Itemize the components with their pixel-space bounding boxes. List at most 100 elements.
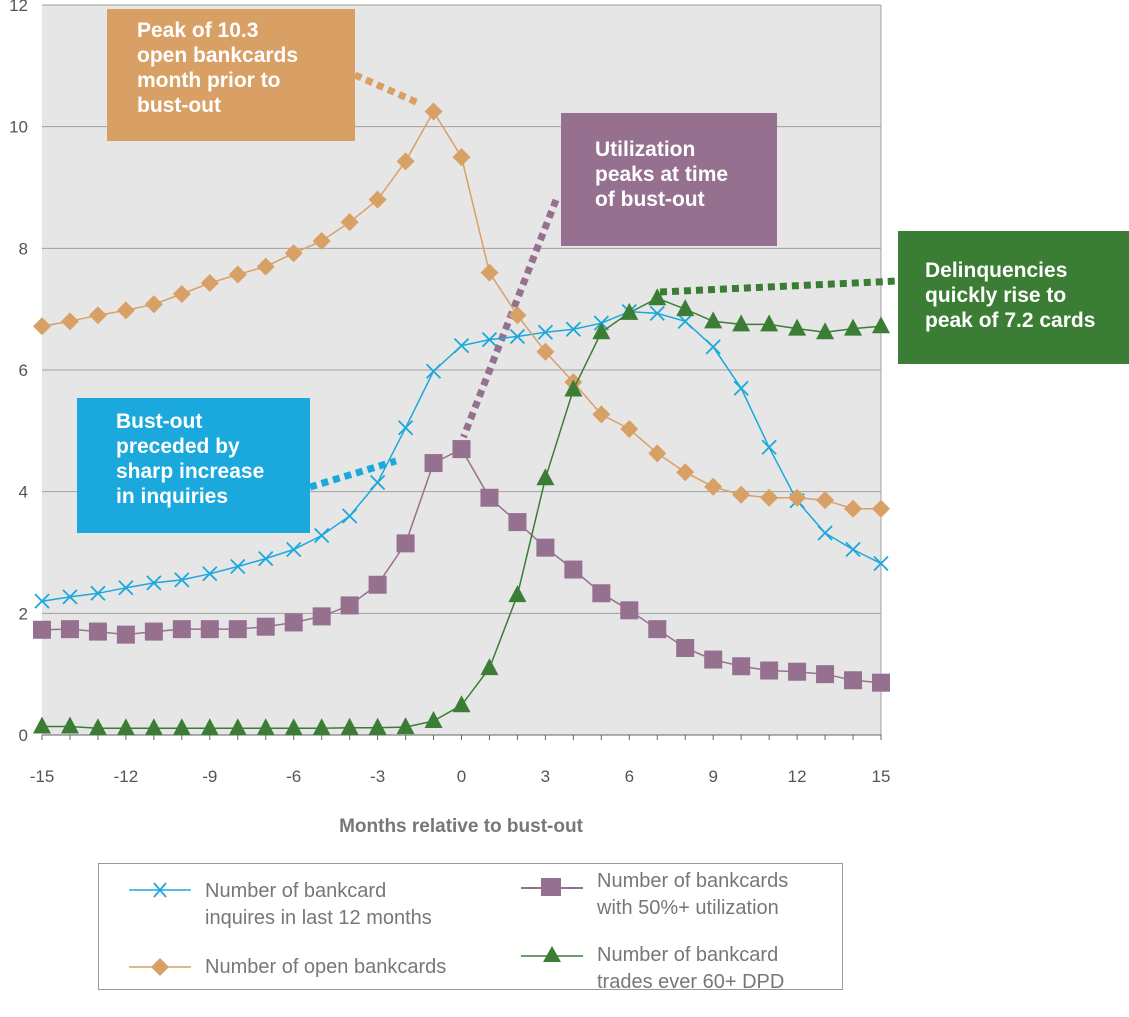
data-point xyxy=(816,665,835,684)
data-point xyxy=(565,321,582,337)
data-point xyxy=(144,718,163,736)
callout-peak-open-bankcards: Peak of 10.3 open bankcards month prior … xyxy=(107,9,355,141)
data-point xyxy=(88,306,107,325)
data-point xyxy=(116,718,135,736)
data-point xyxy=(592,322,611,340)
data-point xyxy=(704,650,723,669)
data-point xyxy=(60,620,79,639)
data-point xyxy=(424,102,443,121)
data-point xyxy=(116,301,135,320)
data-point xyxy=(452,440,471,459)
data-point xyxy=(228,265,247,284)
data-point xyxy=(340,596,359,615)
data-point xyxy=(424,454,443,473)
y-tick-label: 10 xyxy=(9,118,28,137)
x-tick-label: -3 xyxy=(370,767,385,786)
x-tick-label: -6 xyxy=(286,767,301,786)
data-point xyxy=(732,314,751,332)
callout-utilization-peak-text: Utilization peaks at time of bust-out xyxy=(595,138,729,211)
data-point xyxy=(62,589,78,605)
data-point xyxy=(312,718,331,736)
data-point xyxy=(118,580,134,596)
data-point xyxy=(200,274,219,293)
data-point xyxy=(509,328,526,345)
data-point xyxy=(60,312,79,331)
series-number-of-bankcards-with-50-utilization xyxy=(33,440,890,692)
y-tick-label: 8 xyxy=(19,239,28,258)
data-point xyxy=(34,593,50,609)
series-number-of-open-bankcards xyxy=(33,102,890,518)
data-point xyxy=(480,488,499,507)
data-point xyxy=(396,152,415,171)
y-axis-ticks: 0 2 4 6 8 10 12 xyxy=(9,0,28,745)
data-point xyxy=(592,405,611,424)
data-point xyxy=(536,468,555,486)
leader-bust-out-inquiries xyxy=(308,457,398,491)
data-point xyxy=(508,306,527,325)
legend-label-inquiries: Number of bankcard inquires in last 12 m… xyxy=(205,880,432,929)
data-point xyxy=(116,625,135,644)
data-point xyxy=(872,673,890,692)
y-tick-label: 0 xyxy=(19,726,28,745)
data-point xyxy=(340,213,359,232)
data-point xyxy=(705,339,721,355)
x-tick-label: 12 xyxy=(788,767,807,786)
data-point xyxy=(592,584,611,603)
legend-symbol-inquiries xyxy=(129,882,191,898)
data-point xyxy=(508,585,527,603)
data-point xyxy=(732,485,751,504)
data-point xyxy=(425,363,442,379)
data-point xyxy=(228,620,247,639)
data-point xyxy=(424,711,443,729)
data-point xyxy=(230,558,246,575)
legend-label-dpd: Number of bankcard trades ever 60+ DPD xyxy=(597,944,785,993)
data-point xyxy=(258,550,274,567)
data-point xyxy=(33,620,51,639)
data-point xyxy=(480,263,499,282)
legend: Number of bankcard inquires in last 12 m… xyxy=(98,863,843,993)
data-point xyxy=(872,316,890,334)
data-point xyxy=(314,527,330,544)
x-tick-label: 15 xyxy=(872,767,891,786)
data-point xyxy=(845,541,861,558)
data-point xyxy=(172,718,191,736)
data-point xyxy=(677,313,693,329)
x-tick-label: 6 xyxy=(625,767,634,786)
data-point xyxy=(873,555,889,572)
data-point xyxy=(536,342,555,361)
data-point xyxy=(620,302,639,320)
data-point xyxy=(33,317,51,336)
data-point xyxy=(537,324,554,340)
callout-bust-out-inquiries: Bust-out preceded by sharp increase in i… xyxy=(77,398,310,533)
data-point xyxy=(340,717,359,735)
data-point xyxy=(228,718,247,736)
data-point xyxy=(761,439,777,455)
data-point xyxy=(704,311,723,329)
data-point xyxy=(620,601,639,620)
data-point xyxy=(368,575,387,594)
data-point xyxy=(816,322,835,340)
data-point xyxy=(481,331,498,348)
legend-label-utilization: Number of bankcards with 50%+ utilizatio… xyxy=(597,870,789,919)
data-point xyxy=(90,585,106,601)
data-point xyxy=(174,572,190,588)
data-point xyxy=(256,617,275,636)
data-point xyxy=(144,622,163,641)
data-point xyxy=(200,718,219,736)
data-point xyxy=(536,538,555,557)
data-point xyxy=(649,305,665,322)
data-point xyxy=(732,657,751,676)
callout-delinquencies: Delinquencies quickly rise to peak of 7.… xyxy=(898,231,1129,364)
y-tick-label: 2 xyxy=(19,604,28,623)
legend-item-dpd: Number of bankcard trades ever 60+ DPD xyxy=(521,942,784,996)
leader-utilization-peak xyxy=(460,198,560,439)
callout-peak-open-bankcards-text: Peak of 10.3 open bankcards month prior … xyxy=(137,19,299,117)
data-point xyxy=(760,488,779,507)
data-point xyxy=(286,541,302,558)
callout-delinquencies-text: Delinquencies quickly rise to peak of 7.… xyxy=(925,259,1096,332)
legend-symbol-open-bankcards xyxy=(129,958,191,976)
data-point xyxy=(733,380,749,396)
data-point xyxy=(368,717,387,735)
data-point xyxy=(172,284,191,303)
data-point xyxy=(88,718,107,736)
